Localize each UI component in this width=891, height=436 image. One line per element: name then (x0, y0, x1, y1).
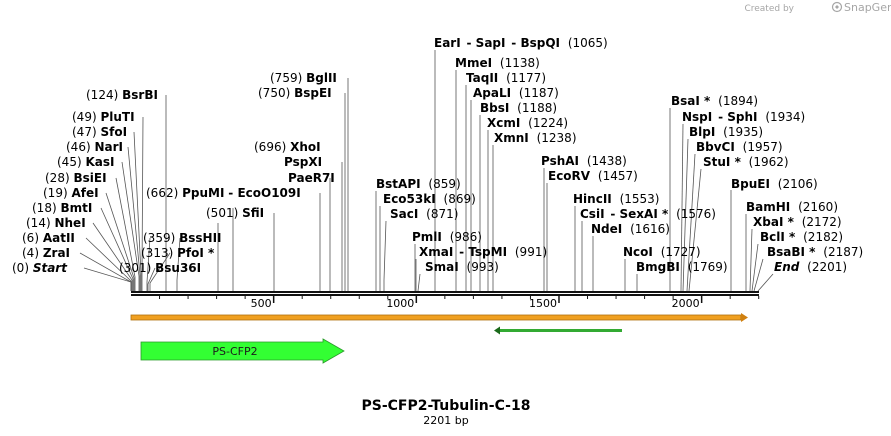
sequence-backbone (131, 291, 759, 296)
site-nhei[interactable]: (14) NheI (26, 216, 86, 230)
site-bmgbi[interactable]: BmgBI (1769) (636, 260, 728, 274)
site-kasi[interactable]: (45) KasI (57, 155, 114, 169)
site-pspxi[interactable]: PspXI (284, 155, 322, 169)
ruler-ticks: 500 1000 1500 2000 (159, 296, 760, 310)
site-apali[interactable]: ApaLI (1187) (473, 86, 559, 100)
site-bstapi[interactable]: BstAPI (859) (376, 177, 461, 191)
site-blpi[interactable]: BlpI (1935) (689, 125, 763, 139)
site-bsshii[interactable]: (359) BssHII (143, 231, 222, 245)
site-ndei[interactable]: NdeI (1616) (591, 222, 670, 236)
site-bmti[interactable]: (18) BmtI (32, 201, 92, 215)
site-paer7i[interactable]: PaeR7I (288, 171, 335, 185)
restriction-site-labels: (0) Start (4) ZraI (6) AatII (14) NheI (… (12, 36, 863, 275)
site-xhoi[interactable]: (696) XhoI (254, 140, 321, 154)
site-nari[interactable]: (46) NarI (66, 140, 123, 154)
site-xmai[interactable]: XmaI - TspMI (991) (419, 245, 547, 259)
site-bbsi[interactable]: BbsI (1188) (480, 101, 557, 115)
site-csii[interactable]: CsiI - SexAI * (1576) (580, 207, 716, 221)
credit-text: Created by (744, 4, 794, 14)
map-length: 2201 bp (423, 414, 468, 427)
insert-feature-arrow[interactable] (130, 313, 748, 322)
site-bglii[interactable]: (759) BglII (270, 71, 337, 85)
ruler-tick-label: 1500 (529, 297, 557, 310)
site-xbai[interactable]: XbaI * (2172) (753, 215, 842, 229)
site-end[interactable]: End (2201) (774, 260, 847, 274)
credit-brand: SnapGene (844, 1, 891, 14)
site-stui[interactable]: StuI * (1962) (703, 155, 789, 169)
site-bpuei[interactable]: BpuEI (2106) (731, 177, 818, 191)
site-start[interactable]: (0) Start (12, 261, 68, 275)
site-taqii[interactable]: TaqII (1177) (466, 71, 546, 85)
site-zrai[interactable]: (4) ZraI (22, 246, 70, 260)
site-pfoi[interactable]: (313) PfoI * (141, 246, 215, 260)
map-title: PS-CFP2-Tubulin-C-18 (362, 398, 531, 414)
site-eari[interactable]: EarI - SapI - BspQI (1065) (434, 36, 608, 50)
site-nspi[interactable]: NspI - SphI (1934) (682, 110, 805, 124)
ps-cfp2-label: PS-CFP2 (212, 345, 257, 358)
site-smai[interactable]: SmaI (993) (425, 260, 499, 274)
site-saci[interactable]: SacI (871) (390, 207, 458, 221)
site-bsu36i[interactable]: (301) Bsu36I (119, 261, 201, 275)
site-hincii[interactable]: HincII (1553) (573, 192, 659, 206)
snapgene-logo-icon (831, 1, 843, 13)
ruler-tick-label: 1000 (386, 297, 414, 310)
ruler-tick-label: 500 (251, 297, 272, 310)
site-mmei[interactable]: MmeI (1138) (455, 56, 540, 70)
site-bsai[interactable]: BsaI * (1894) (671, 94, 758, 108)
site-afei[interactable]: (19) AfeI (43, 186, 99, 200)
site-ecorv[interactable]: EcoRV (1457) (548, 169, 638, 183)
site-xcmi[interactable]: XcmI (1224) (487, 116, 568, 130)
feature-track: PS-CFP2 (130, 313, 748, 364)
ps-cfp2-feature-arrow[interactable]: PS-CFP2 (140, 338, 345, 364)
ruler-tick-label: 2000 (672, 297, 700, 310)
site-pshai[interactable]: PshAI (1438) (541, 154, 627, 168)
site-sfii[interactable]: (501) SfiI (206, 206, 264, 220)
site-pmli[interactable]: PmlI (986) (412, 230, 482, 244)
site-bsiei[interactable]: (28) BsiEI (45, 171, 107, 185)
site-bsrbi[interactable]: (124) BsrBI (86, 88, 158, 102)
site-bbvci[interactable]: BbvCI (1957) (696, 140, 783, 154)
site-pluti[interactable]: (49) PluTI (72, 110, 135, 124)
site-eco53ki[interactable]: Eco53kI (869) (383, 192, 476, 206)
site-bsabi[interactable]: BsaBI * (2187) (767, 245, 863, 259)
reverse-feature-arrow[interactable] (494, 326, 622, 335)
leader-lines (79, 50, 774, 292)
site-ppumi[interactable]: (662) PpuMI - EcoO109I (146, 186, 301, 200)
site-sfoi[interactable]: (47) SfoI (72, 125, 127, 139)
site-ncoi[interactable]: NcoI (1727) (623, 245, 701, 259)
site-bamhi[interactable]: BamHI (2160) (746, 200, 838, 214)
site-xmni[interactable]: XmnI (1238) (494, 131, 577, 145)
site-bcli[interactable]: BclI * (2182) (760, 230, 843, 244)
site-aatii[interactable]: (6) AatII (22, 231, 75, 245)
site-bspei[interactable]: (750) BspEI (258, 86, 332, 100)
